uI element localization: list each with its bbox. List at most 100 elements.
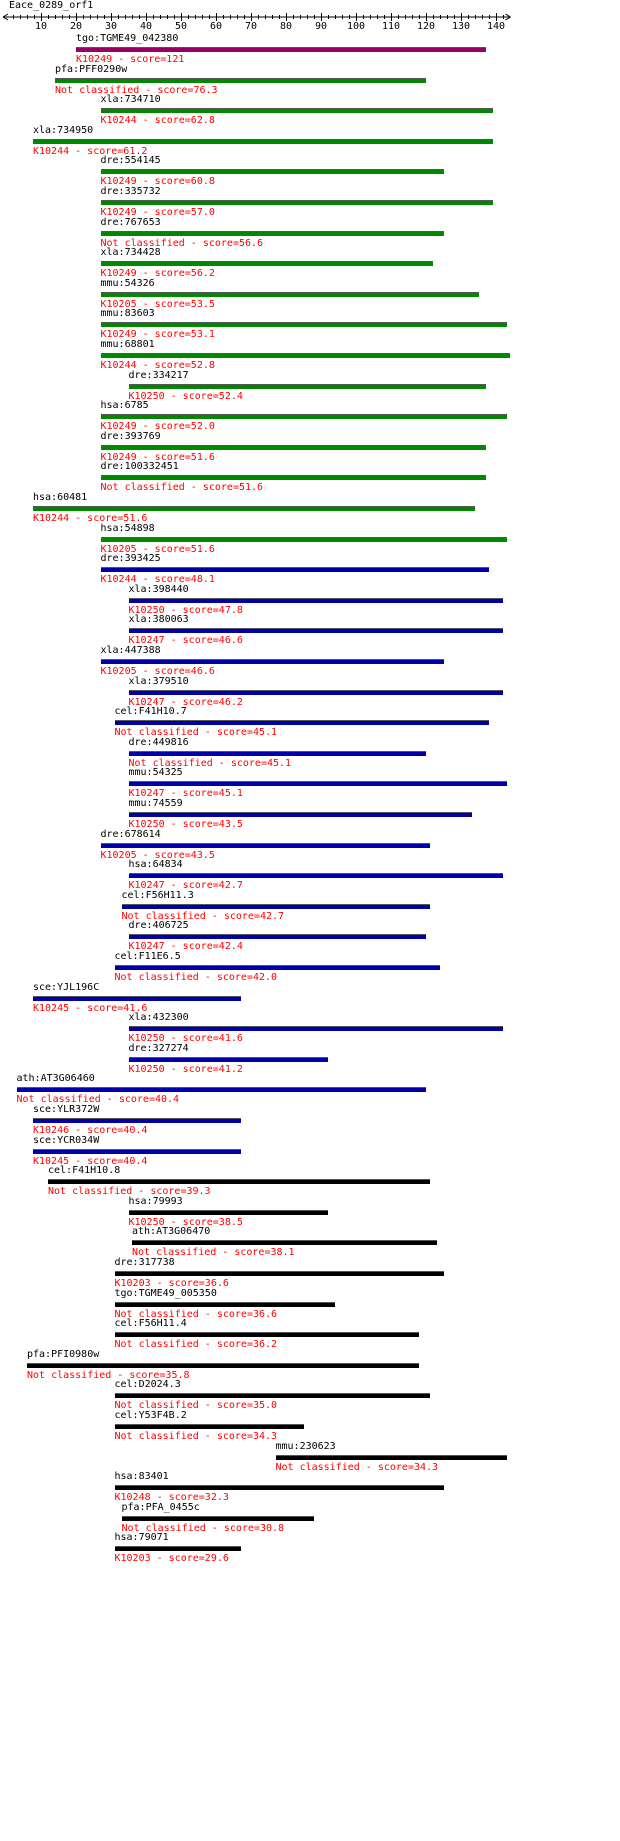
hit-name[interactable]: hsa:6785 [100, 400, 149, 412]
hit-row[interactable]: tgo:TGME49_042380 K10249 - score=121 [0, 33, 620, 69]
hit-row[interactable]: hsa:83401 K10248 - score=32.3 [0, 1471, 620, 1507]
hit-row[interactable]: mmu:74559 K10250 - score=43.5 [0, 798, 620, 834]
hit-name[interactable]: sce:YCR034W [33, 1134, 100, 1146]
hit-name[interactable]: pfa:PFA_0455c [121, 1501, 200, 1513]
hit-row[interactable]: cel:F56H11.3 Not classified - score=42.7 [0, 890, 620, 926]
hit-row[interactable]: mmu:54326 K10205 - score=53.5 [0, 278, 620, 314]
hit-row[interactable]: dre:554145 K10249 - score=60.8 [0, 155, 620, 191]
hit-name[interactable]: dre:100332451 [100, 461, 179, 473]
hit-name[interactable]: hsa:83401 [114, 1471, 169, 1483]
hit-name[interactable]: mmu:54326 [100, 277, 155, 289]
hit-row[interactable]: sce:YCR034W K10245 - score=40.4 [0, 1135, 620, 1171]
hit-name[interactable]: dre:393769 [100, 430, 161, 442]
hit-name[interactable]: pfa:PFF0290w [55, 63, 128, 75]
hit-row[interactable]: xla:379510 K10247 - score=46.2 [0, 676, 620, 712]
hit-row[interactable]: cel:F56H11.4 Not classified - score=36.2 [0, 1318, 620, 1354]
hit-name[interactable]: tgo:TGME49_005350 [114, 1287, 217, 1299]
hit-name[interactable]: cel:F11E6.5 [114, 951, 181, 962]
hit-name[interactable]: xla:734950 [33, 124, 94, 136]
hit-name[interactable]: xla:447388 [100, 645, 161, 656]
hit-row[interactable]: pfa:PFI0980w Not classified - score=35.8 [0, 1349, 620, 1385]
hit-name[interactable]: hsa:64834 [128, 859, 183, 871]
hit-row[interactable]: dre:678614 K10205 - score=43.5 [0, 829, 620, 865]
hit-row[interactable]: ath:AT3G06460 Not classified - score=40.4 [0, 1073, 620, 1109]
hit-row[interactable]: dre:767653 Not classified - score=56.6 [0, 217, 620, 253]
hit-row[interactable]: hsa:79993 K10250 - score=38.5 [0, 1196, 620, 1232]
hit-name[interactable]: mmu:83603 [100, 308, 155, 320]
hit-row[interactable]: dre:393425 K10244 - score=48.1 [0, 553, 620, 589]
hit-row[interactable]: pfa:PFA_0455c Not classified - score=30.8 [0, 1502, 620, 1538]
hit-name[interactable]: dre:406725 [128, 920, 189, 932]
hit-row[interactable]: dre:100332451 Not classified - score=51.6 [0, 461, 620, 497]
hit-name[interactable]: xla:398440 [128, 583, 189, 595]
hit-row[interactable]: dre:327274 K10250 - score=41.2 [0, 1043, 620, 1079]
hit-row[interactable]: dre:317738 K10203 - score=36.6 [0, 1257, 620, 1293]
hit-name[interactable]: ath:AT3G06470 [132, 1226, 211, 1238]
hit-name[interactable]: mmu:74559 [128, 798, 183, 809]
hit-row[interactable]: xla:447388 K10205 - score=46.6 [0, 645, 620, 681]
hit-name[interactable]: cel:F56H11.4 [114, 1318, 187, 1330]
hit-row[interactable]: xla:734710 K10244 - score=62.8 [0, 94, 620, 130]
hit-row[interactable]: hsa:54898 K10205 - score=51.6 [0, 523, 620, 559]
hit-row[interactable]: hsa:79071 K10203 - score=29.6 [0, 1532, 620, 1568]
hit-row[interactable]: mmu:68801 K10244 - score=52.8 [0, 339, 620, 375]
hit-row[interactable]: cel:F41H10.7 Not classified - score=45.1 [0, 706, 620, 742]
hit-row[interactable]: cel:F41H10.8 Not classified - score=39.3 [0, 1165, 620, 1201]
hit-row[interactable]: dre:334217 K10250 - score=52.4 [0, 370, 620, 406]
hit-name[interactable]: dre:317738 [114, 1257, 175, 1268]
hit-row[interactable]: xla:734428 K10249 - score=56.2 [0, 247, 620, 283]
hit-row[interactable]: mmu:54325 K10247 - score=45.1 [0, 767, 620, 803]
hit-row[interactable]: dre:449816 Not classified - score=45.1 [0, 737, 620, 773]
hit-name[interactable]: pfa:PFI0980w [27, 1348, 100, 1360]
hit-row[interactable]: cel:D2024.3 Not classified - score=35.0 [0, 1379, 620, 1415]
hit-name[interactable]: hsa:54898 [100, 522, 155, 534]
hit-name[interactable]: sce:YJL196C [33, 981, 100, 993]
hit-name[interactable]: hsa:79071 [114, 1532, 169, 1544]
hit-name[interactable]: dre:334217 [128, 369, 189, 381]
hit-row[interactable]: sce:YLR372W K10246 - score=40.4 [0, 1104, 620, 1140]
hit-name[interactable]: dre:678614 [100, 828, 161, 840]
hit-row[interactable]: xla:380063 K10247 - score=46.6 [0, 614, 620, 650]
hit-name[interactable]: cel:F41H10.7 [114, 706, 187, 718]
hit-name[interactable]: cel:Y53F4B.2 [114, 1410, 187, 1421]
hit-name[interactable]: dre:767653 [100, 216, 161, 228]
hit-name[interactable]: cel:F41H10.8 [48, 1165, 121, 1177]
hit-row[interactable]: dre:393769 K10249 - score=51.6 [0, 431, 620, 467]
hit-name[interactable]: dre:449816 [128, 736, 189, 748]
hit-name[interactable]: mmu:54325 [128, 767, 183, 779]
hit-row[interactable]: xla:398440 K10250 - score=47.8 [0, 584, 620, 620]
hit-name[interactable]: sce:YLR372W [33, 1104, 100, 1115]
hit-row[interactable]: mmu:83603 K10249 - score=53.1 [0, 308, 620, 344]
hit-name[interactable]: hsa:60481 [33, 492, 88, 503]
hit-name[interactable]: xla:432300 [128, 1012, 189, 1024]
hit-name[interactable]: tgo:TGME49_042380 [76, 33, 179, 44]
hit-row[interactable]: cel:F11E6.5 Not classified - score=42.0 [0, 951, 620, 987]
hit-name[interactable]: cel:F56H11.3 [121, 889, 194, 901]
hit-name[interactable]: dre:335732 [100, 186, 161, 197]
hit-row[interactable]: sce:YJL196C K10245 - score=41.6 [0, 982, 620, 1018]
hit-row[interactable]: xla:734950 K10244 - score=61.2 [0, 125, 620, 161]
hit-name[interactable]: dre:554145 [100, 155, 161, 167]
hit-row[interactable]: mmu:230623 Not classified - score=34.3 [0, 1441, 620, 1477]
hit-name[interactable]: dre:327274 [128, 1042, 189, 1054]
hit-row[interactable]: dre:406725 K10247 - score=42.4 [0, 920, 620, 956]
hit-name[interactable]: xla:380063 [128, 614, 189, 626]
hit-row[interactable]: xla:432300 K10250 - score=41.6 [0, 1012, 620, 1048]
hit-row[interactable]: cel:Y53F4B.2 Not classified - score=34.3 [0, 1410, 620, 1446]
hit-row[interactable]: tgo:TGME49_005350 Not classified - score=… [0, 1288, 620, 1324]
hit-name[interactable]: dre:393425 [100, 553, 161, 565]
hit-row[interactable]: dre:335732 K10249 - score=57.0 [0, 186, 620, 222]
hit-row[interactable]: hsa:6785 K10249 - score=52.0 [0, 400, 620, 436]
hit-row[interactable]: ath:AT3G06470 Not classified - score=38.1 [0, 1226, 620, 1262]
hit-name[interactable]: mmu:230623 [275, 1440, 336, 1452]
hit-name[interactable]: ath:AT3G06460 [16, 1073, 95, 1085]
hit-name[interactable]: mmu:68801 [100, 339, 155, 350]
hit-row[interactable]: hsa:64834 K10247 - score=42.7 [0, 859, 620, 895]
hit-name[interactable]: xla:379510 [128, 675, 189, 687]
hit-name[interactable]: cel:D2024.3 [114, 1379, 181, 1391]
hit-name[interactable]: xla:734428 [100, 247, 161, 259]
hit-row[interactable]: hsa:60481 K10244 - score=51.6 [0, 492, 620, 528]
hit-row[interactable]: pfa:PFF0290w Not classified - score=76.3 [0, 64, 620, 100]
hit-name[interactable]: hsa:79993 [128, 1195, 183, 1207]
hit-name[interactable]: xla:734710 [100, 94, 161, 106]
